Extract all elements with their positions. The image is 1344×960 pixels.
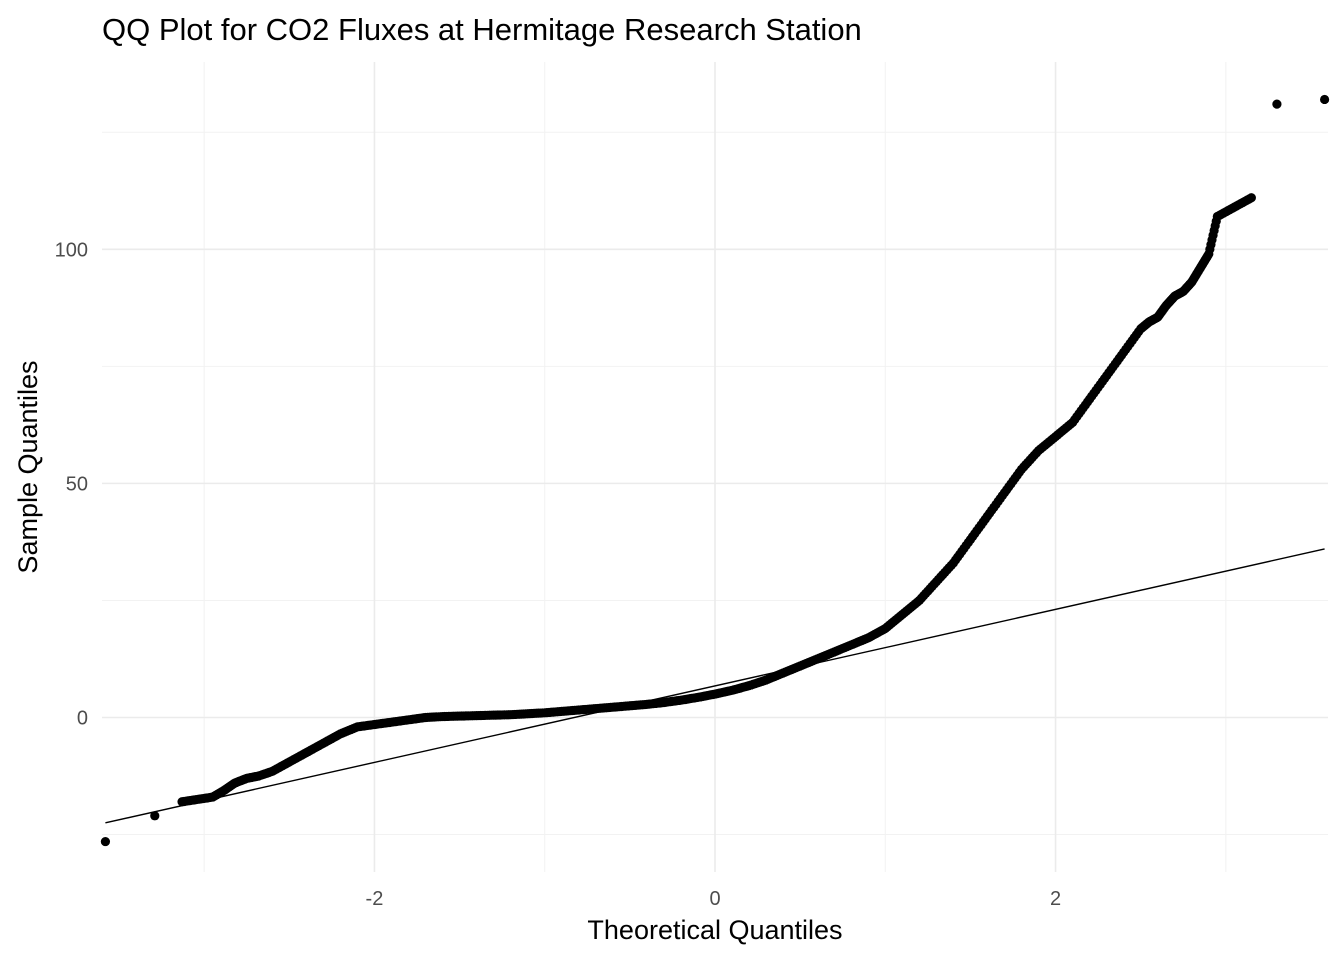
y-tick-label: 50 <box>66 473 88 495</box>
y-tick-label: 100 <box>55 239 88 261</box>
x-tick-label: 0 <box>709 888 720 910</box>
sample-point <box>1246 193 1256 203</box>
y-tick-label: 0 <box>77 707 88 729</box>
x-tick-label: -2 <box>366 888 384 910</box>
x-tick-label: 2 <box>1050 888 1061 910</box>
sample-point <box>150 811 160 821</box>
sample-points <box>100 94 1330 847</box>
reference-line <box>105 548 1325 824</box>
grid <box>102 62 1328 872</box>
y-axis-ticks: 0 50 100 <box>55 239 88 729</box>
chart-title: QQ Plot for CO2 Fluxes at Hermitage Rese… <box>102 12 862 47</box>
sample-point <box>100 836 111 847</box>
sample-point <box>1272 99 1282 109</box>
x-axis-title: Theoretical Quantiles <box>587 915 842 945</box>
y-axis-title: Sample Quantiles <box>13 360 43 573</box>
sample-point <box>1319 94 1330 105</box>
x-axis-ticks: -2 0 2 <box>366 888 1062 910</box>
